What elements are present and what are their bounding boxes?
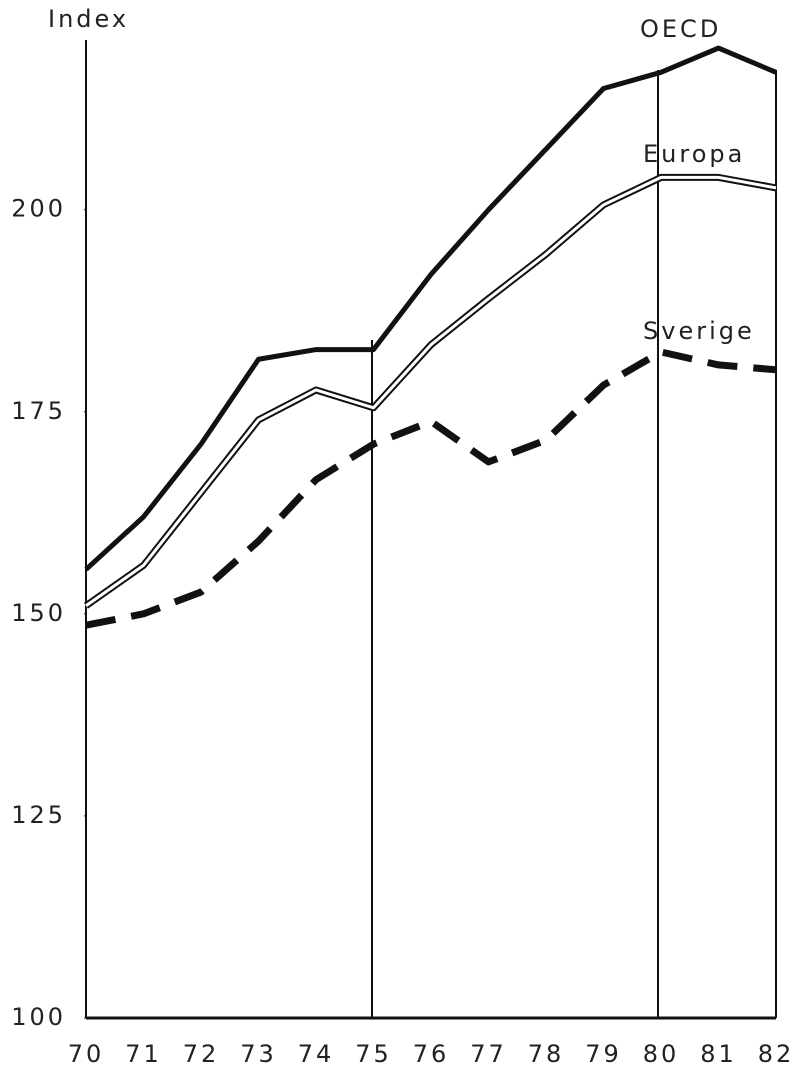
line-inner [85, 175, 777, 608]
x-tick-label: 76 [413, 1040, 450, 1068]
x-tick-label: 71 [125, 1040, 162, 1068]
x-tick-label: 80 [643, 1040, 680, 1068]
line [85, 348, 777, 629]
y-tick-label: 175 [11, 397, 66, 425]
series-label: Sverige [643, 317, 755, 345]
x-tick-label: 70 [68, 1040, 105, 1068]
series-label: OECD [640, 15, 721, 43]
y-axis-label: Index [48, 5, 129, 33]
line [84, 45, 777, 572]
x-tick-label: 74 [298, 1040, 335, 1068]
x-tick-label: 82 [758, 1040, 795, 1068]
y-tick-label: 150 [11, 599, 66, 627]
y-tick-label: 125 [11, 801, 66, 829]
x-tick-label: 78 [528, 1040, 565, 1068]
y-tick-label: 100 [11, 1003, 66, 1031]
x-tick-label: 72 [183, 1040, 220, 1068]
x-tick-label: 81 [700, 1040, 737, 1068]
x-tick-label: 73 [240, 1040, 277, 1068]
x-tick-label: 75 [355, 1040, 392, 1068]
line [83, 173, 777, 609]
x-tick-label: 77 [470, 1040, 507, 1068]
series-label: Europa [643, 140, 745, 168]
y-tick-label: 200 [11, 195, 66, 223]
x-tick-label: 79 [585, 1040, 622, 1068]
